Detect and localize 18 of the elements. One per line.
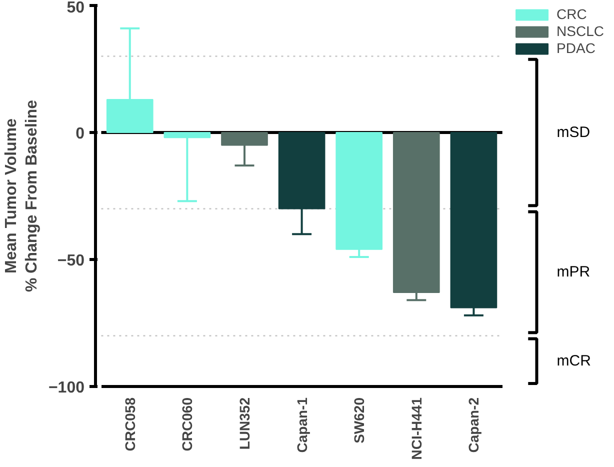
- legend-label: NSCLC: [556, 23, 604, 39]
- x-tick-label: SW620: [351, 397, 368, 444]
- x-tick-label: Capan-1: [294, 397, 310, 453]
- x-tick-label: NCI-H441: [408, 397, 424, 460]
- x-tick-label: CRC060: [179, 397, 196, 452]
- text: mSD: [556, 124, 590, 141]
- x-tick-label: LUN352: [236, 397, 252, 450]
- x-tick-label: CRC058: [122, 397, 138, 452]
- legend-label: CRC: [556, 6, 587, 22]
- y-tick-label: −100: [48, 380, 85, 396]
- y-tick-label: 0: [76, 126, 85, 142]
- text: mPR: [556, 264, 590, 281]
- legend-label: PDAC: [556, 40, 596, 56]
- text: mCR: [556, 352, 592, 370]
- y-axis-title: Mean Tumor Volume % Change From Baseline: [3, 100, 40, 292]
- x-tick-label: Capan-2: [466, 397, 482, 453]
- y-tick-label: 50: [66, 0, 85, 16]
- y-tick-label: −50: [57, 252, 85, 270]
